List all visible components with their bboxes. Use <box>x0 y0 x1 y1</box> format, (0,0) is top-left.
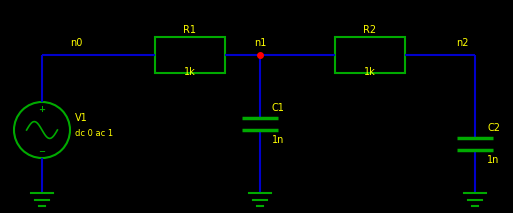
Text: C2: C2 <box>487 123 500 133</box>
Text: −: − <box>38 147 46 157</box>
Bar <box>335 37 405 73</box>
Text: 1n: 1n <box>487 155 499 165</box>
Bar <box>155 37 225 73</box>
Text: dc 0 ac 1: dc 0 ac 1 <box>75 128 113 138</box>
Text: 1k: 1k <box>364 67 376 77</box>
Text: V1: V1 <box>75 113 88 123</box>
Text: +: + <box>38 105 46 115</box>
Text: R1: R1 <box>184 25 196 35</box>
Text: 1k: 1k <box>184 67 196 77</box>
Text: 1n: 1n <box>272 135 284 145</box>
Text: C1: C1 <box>272 103 285 113</box>
Text: n1: n1 <box>254 38 266 48</box>
Text: R2: R2 <box>363 25 377 35</box>
Text: n2: n2 <box>456 38 468 48</box>
Text: n0: n0 <box>70 38 83 48</box>
